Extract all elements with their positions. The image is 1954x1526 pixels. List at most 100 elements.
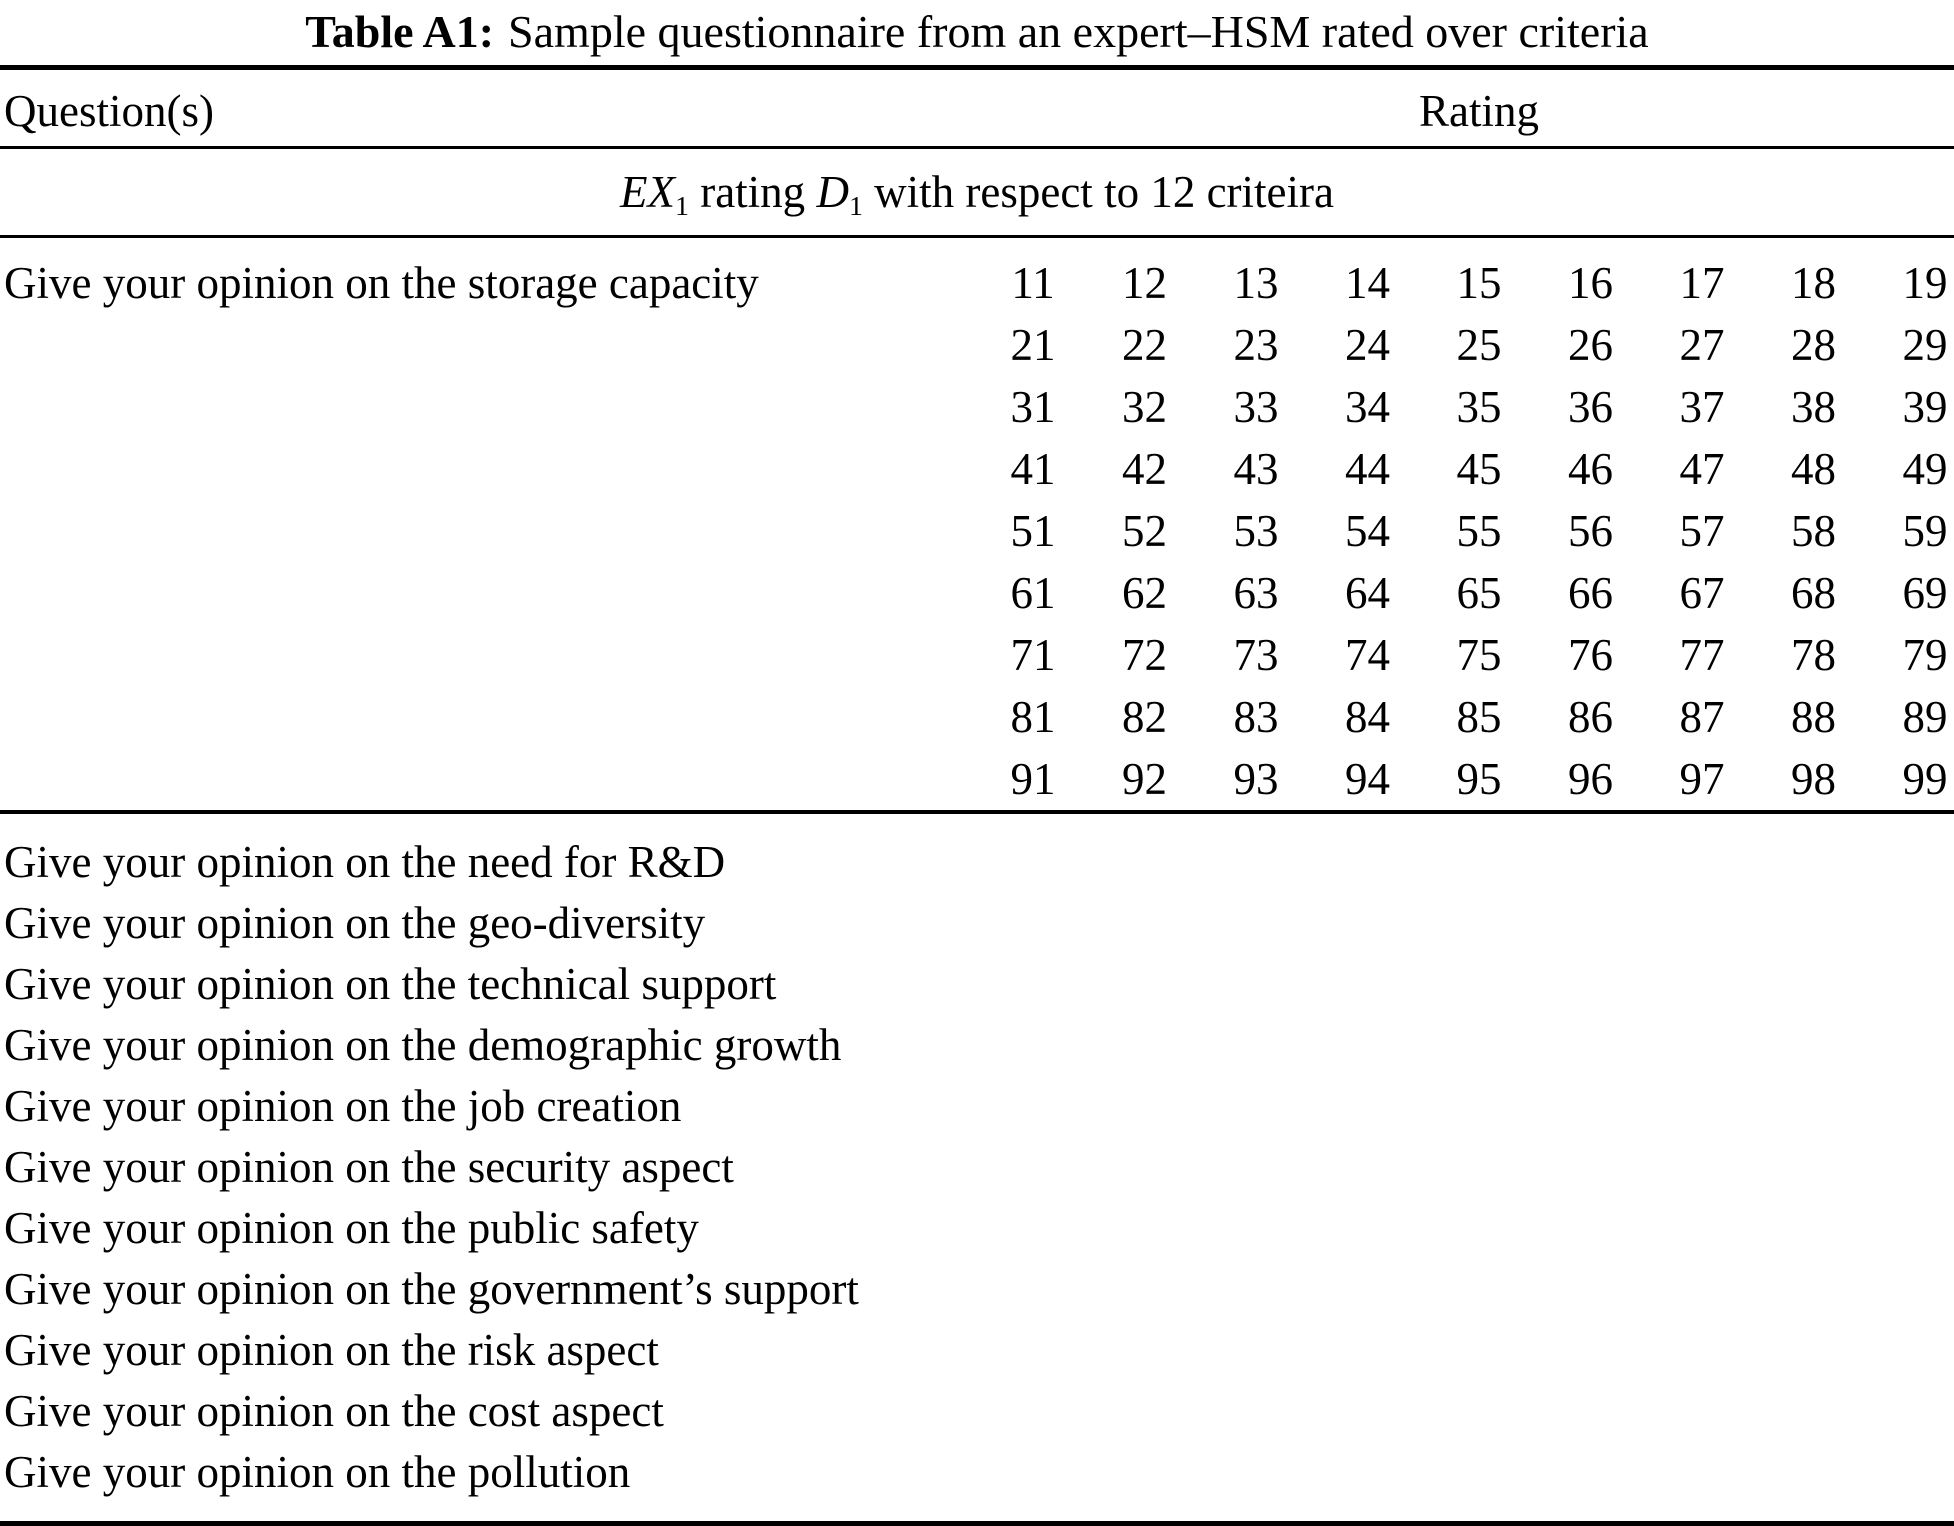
rating-value: 37	[1679, 382, 1725, 432]
rating-value: 11	[1011, 258, 1055, 308]
rating-grid-row: 41 42 43 44 45 46 47 48 49	[1004, 438, 1954, 500]
rating-value: 74	[1345, 630, 1390, 680]
rating-value: 71	[1010, 630, 1056, 680]
rating-grid-row: 51 52 53 54 55 56 57 58 59	[1004, 500, 1954, 562]
rating-value: 63	[1233, 568, 1279, 618]
question-item: Give your opinion on the need for R&D	[4, 837, 726, 887]
question-item: Give your opinion on the demographic gro…	[4, 1020, 842, 1070]
rating-value: 67	[1679, 568, 1725, 618]
rating-value: 54	[1345, 506, 1390, 556]
question-item: Give your opinion on the job creation	[4, 1081, 682, 1131]
question-item: Give your opinion on the geo-diversity	[4, 898, 706, 948]
rating-value: 26	[1568, 320, 1613, 370]
rating-value: 22	[1122, 320, 1167, 370]
question-item: Give your opinion on the cost aspect	[4, 1386, 664, 1436]
rating-value: 83	[1233, 692, 1279, 742]
rating-value: 72	[1122, 630, 1167, 680]
table-caption: Table A1: Sample questionnaire from an ex…	[0, 0, 1954, 65]
rating-grid: 11 12 13 14 15 16 17 18 19 21 22 23 24 25 26 27 28 29 31 32…	[1004, 252, 1954, 810]
rating-value: 31	[1010, 382, 1056, 432]
section-header-mid: rating	[688, 167, 817, 217]
rating-grid-row: 71 72 73 74 75 76 77 78 79	[1004, 624, 1954, 686]
rating-value: 85	[1456, 692, 1502, 742]
rating-grid-row: 11 12 13 14 15 16 17 18 19	[1004, 252, 1954, 314]
rating-value: 87	[1679, 692, 1725, 742]
column-header-questions: Question(s)	[4, 86, 214, 136]
rating-value: 84	[1345, 692, 1390, 742]
storage-capacity-row: Give your opinion on the storage capacit…	[0, 238, 1954, 810]
rating-value: 75	[1456, 630, 1502, 680]
rating-value: 99	[1902, 754, 1948, 804]
rating-value: 88	[1791, 692, 1836, 742]
rating-grid-row: 91 92 93 94 95 96 97 98 99	[1004, 748, 1954, 810]
rating-grid-row: 21 22 23 24 25 26 27 28 29	[1004, 314, 1954, 376]
rating-value: 24	[1345, 320, 1390, 370]
rating-value: 51	[1010, 506, 1056, 556]
rating-value: 57	[1679, 506, 1725, 556]
rating-value: 43	[1233, 444, 1279, 494]
section-header-ex-subscript: 1	[675, 190, 689, 222]
rating-value: 28	[1791, 320, 1836, 370]
section-header-d-subscript: 1	[848, 190, 863, 222]
rating-value: 38	[1791, 382, 1836, 432]
column-header-row: Question(s) Rating	[0, 70, 1954, 146]
question-storage-capacity: Give your opinion on the storage capacit…	[4, 258, 759, 308]
rating-value: 41	[1010, 444, 1056, 494]
rating-value: 97	[1679, 754, 1725, 804]
rating-value: 19	[1902, 258, 1948, 308]
section-header-ex: EX	[620, 167, 676, 217]
rating-value: 79	[1902, 630, 1948, 680]
rating-value: 86	[1568, 692, 1613, 742]
header-rule	[0, 146, 1954, 149]
rating-value: 13	[1233, 258, 1279, 308]
rating-value: 55	[1456, 506, 1502, 556]
rating-value: 18	[1791, 258, 1836, 308]
question-item: Give your opinion on the technical suppo…	[4, 959, 777, 1009]
question-item: Give your opinion on the risk aspect	[4, 1325, 659, 1375]
rating-value: 48	[1791, 444, 1836, 494]
rating-value: 69	[1902, 568, 1948, 618]
question-item: Give your opinion on the public safety	[4, 1203, 699, 1253]
rating-value: 81	[1010, 692, 1056, 742]
rating-value: 49	[1902, 444, 1948, 494]
body-rule	[0, 810, 1954, 814]
rating-value: 89	[1902, 692, 1948, 742]
rating-value: 95	[1456, 754, 1502, 804]
rating-value: 16	[1568, 258, 1613, 308]
section-header-d: D	[816, 167, 849, 217]
rating-value: 35	[1456, 382, 1502, 432]
rating-value: 82	[1122, 692, 1167, 742]
rating-value: 94	[1345, 754, 1390, 804]
rating-value: 14	[1345, 258, 1390, 308]
rating-value: 62	[1122, 568, 1167, 618]
rating-value: 52	[1122, 506, 1167, 556]
question-item: Give your opinion on the security aspect	[4, 1142, 734, 1192]
rating-value: 73	[1233, 630, 1279, 680]
rating-value: 15	[1456, 258, 1502, 308]
rating-value: 98	[1791, 754, 1836, 804]
rating-value: 29	[1902, 320, 1948, 370]
rating-value: 56	[1568, 506, 1613, 556]
rating-value: 68	[1791, 568, 1836, 618]
rating-value: 12	[1122, 258, 1167, 308]
rating-value: 21	[1010, 320, 1056, 370]
rating-value: 36	[1568, 382, 1613, 432]
rating-value: 34	[1345, 382, 1390, 432]
rating-value: 42	[1122, 444, 1167, 494]
rating-value: 44	[1345, 444, 1390, 494]
table-caption-text: Sample questionnaire from an expert–HSM …	[508, 6, 1649, 57]
rating-value: 45	[1456, 444, 1502, 494]
rating-value: 27	[1679, 320, 1725, 370]
rating-value: 53	[1233, 506, 1279, 556]
section-rule	[0, 235, 1954, 238]
rating-grid-row: 61 62 63 64 65 66 67 68 69	[1004, 562, 1954, 624]
table-caption-label: Table A1:	[305, 6, 495, 57]
rating-value: 65	[1456, 568, 1502, 618]
rating-value: 39	[1902, 382, 1948, 432]
rating-value: 47	[1679, 444, 1725, 494]
rating-value: 96	[1568, 754, 1613, 804]
section-header: EX1 rating D1 with respect to 12 criteir…	[0, 149, 1954, 235]
question-item: Give your opinion on the government’s su…	[4, 1264, 859, 1314]
rating-value: 66	[1568, 568, 1613, 618]
